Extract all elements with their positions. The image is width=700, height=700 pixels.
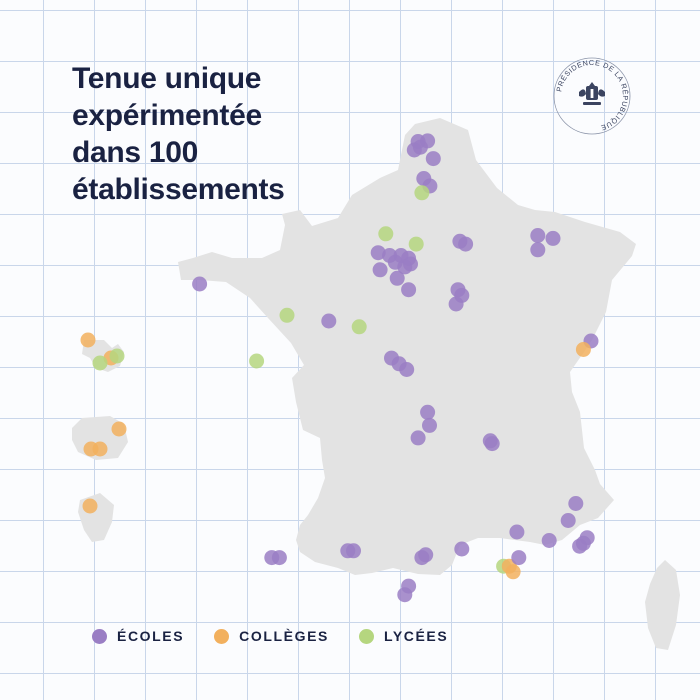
establishment-dot-ecoles xyxy=(410,430,426,446)
establishment-dot-ecoles xyxy=(346,543,361,559)
establishment-dot-ecoles xyxy=(448,296,464,312)
legend-item-colleges: COLLÈGES xyxy=(214,628,329,644)
metropolitan-france xyxy=(178,118,636,575)
establishment-dot-lycees xyxy=(414,185,430,201)
establishment-dot-ecoles xyxy=(399,362,415,377)
establishment-dot-lycees xyxy=(109,348,125,364)
establishment-dot-ecoles xyxy=(568,496,584,511)
establishment-dot-ecoles xyxy=(509,524,525,540)
establishment-dot-lycees xyxy=(249,353,265,369)
page-title: Tenue unique expérimentée dans 100 établ… xyxy=(72,60,332,208)
establishment-dots xyxy=(80,133,599,603)
establishment-dot-lycees xyxy=(408,236,424,252)
establishment-dot-ecoles xyxy=(425,151,441,167)
establishment-dot-colleges xyxy=(82,498,98,514)
establishment-dot-ecoles xyxy=(192,276,208,292)
legend-dot-lycees xyxy=(358,628,374,644)
establishment-dot-colleges xyxy=(575,342,591,357)
establishment-dot-ecoles xyxy=(420,404,436,420)
establishment-dot-colleges xyxy=(92,441,108,457)
legend-dot-colleges xyxy=(214,628,230,644)
establishment-dot-lycees xyxy=(92,355,108,371)
establishment-dot-colleges xyxy=(111,421,127,437)
establishment-dot-ecoles xyxy=(511,550,527,566)
legend-dot-ecoles xyxy=(92,628,107,644)
establishment-dot-ecoles xyxy=(389,270,405,286)
legend-item-ecoles: ÉCOLES xyxy=(92,628,184,644)
republique-seal-icon: PRÉSIDENCE DE LA RÉPUBLIQUE xyxy=(553,57,631,135)
establishment-dot-lycees xyxy=(279,307,295,323)
establishment-dot-ecoles xyxy=(271,550,287,566)
establishment-dot-ecoles xyxy=(541,533,557,548)
establishment-dot-ecoles xyxy=(321,313,337,329)
corsica xyxy=(645,560,680,650)
establishment-dot-lycees xyxy=(378,226,394,242)
establishment-dot-ecoles xyxy=(422,417,437,433)
guyane xyxy=(78,493,114,542)
establishment-dot-ecoles xyxy=(572,538,588,554)
establishment-dot-ecoles xyxy=(530,228,546,243)
title-line: Tenue unique xyxy=(72,62,262,95)
establishment-dot-ecoles xyxy=(401,282,417,298)
establishment-dot-colleges xyxy=(80,332,96,348)
establishment-dot-ecoles xyxy=(397,587,413,603)
establishment-dot-ecoles xyxy=(403,256,418,272)
title-line: expérimentée xyxy=(72,99,262,132)
establishment-dot-ecoles xyxy=(545,230,561,246)
establishment-dot-ecoles xyxy=(484,436,500,452)
establishment-dot-ecoles xyxy=(372,262,388,278)
establishment-dot-ecoles xyxy=(370,245,386,261)
legend-label-colleges: COLLÈGES xyxy=(239,628,329,644)
establishment-dot-ecoles xyxy=(406,142,422,158)
land-layer xyxy=(72,118,680,650)
establishment-dot-ecoles xyxy=(458,236,474,252)
title-line: établissements xyxy=(72,173,285,206)
establishment-dot-ecoles xyxy=(560,513,576,528)
title-line: dans 100 xyxy=(72,136,199,169)
legend-label-ecoles: ÉCOLES xyxy=(117,628,185,644)
legend-item-lycees: LYCÉES xyxy=(358,628,449,644)
establishment-dot-colleges xyxy=(505,564,521,580)
legend-label-lycees: LYCÉES xyxy=(383,628,449,644)
establishment-dot-lycees xyxy=(351,319,367,335)
legend: ÉCOLES COLLÈGES LYCÉES xyxy=(92,628,448,644)
establishment-dot-ecoles xyxy=(454,541,470,557)
establishment-dot-ecoles xyxy=(530,242,546,258)
establishment-dot-ecoles xyxy=(418,547,434,563)
